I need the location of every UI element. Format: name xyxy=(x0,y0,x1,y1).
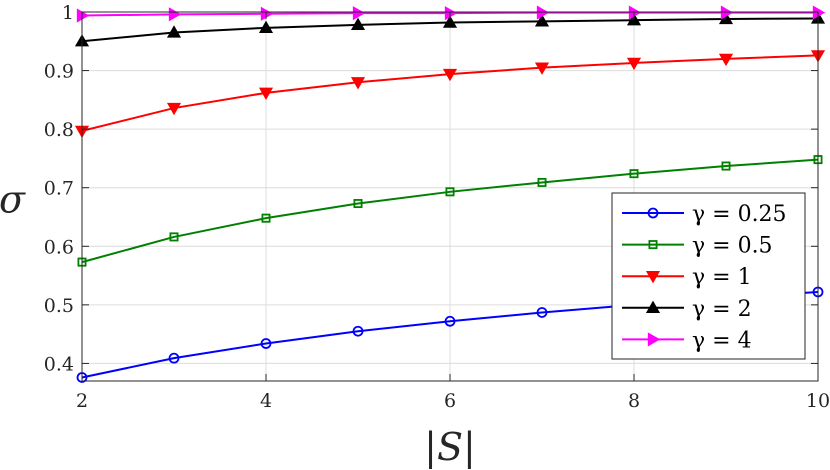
data-point xyxy=(258,20,274,33)
legend-label: γ = 0.25 xyxy=(692,202,787,227)
y-tick-label: 1 xyxy=(62,2,74,24)
series-line xyxy=(81,158,819,264)
data-point xyxy=(258,87,274,101)
x-tick-label: 6 xyxy=(444,390,456,412)
data-point xyxy=(628,5,642,20)
data-point xyxy=(166,102,182,116)
legend-marker xyxy=(648,240,658,250)
legend-entry: γ = 0.25 xyxy=(622,202,787,227)
data-point xyxy=(720,5,734,20)
x-tick-label: 2 xyxy=(76,390,88,412)
x-tick-label: 4 xyxy=(260,390,272,412)
data-point xyxy=(442,15,458,28)
y-tick-label: 0.8 xyxy=(44,119,74,141)
x-tick-label: 10 xyxy=(806,390,830,412)
data-point xyxy=(626,12,642,26)
data-point xyxy=(536,307,548,318)
data-point xyxy=(721,161,731,171)
legend-label: γ = 4 xyxy=(692,328,752,353)
x-axis-title: |S| xyxy=(424,425,476,469)
legend-entry: γ = 4 xyxy=(622,328,752,353)
legend-label: γ = 0.5 xyxy=(692,234,773,259)
legend-entry: γ = 0.5 xyxy=(622,234,773,259)
x-tick-label: 8 xyxy=(628,390,640,412)
ticks: 2 4 6 8 10 0.4 0.5 0.6 0.7 0.8 0.9 1 xyxy=(44,2,830,412)
data-point xyxy=(534,14,550,27)
data-point xyxy=(718,53,734,67)
data-point xyxy=(536,5,550,20)
y-tick-label: 0.6 xyxy=(44,236,74,258)
y-axis-title: σ xyxy=(0,178,26,222)
data-point xyxy=(260,338,272,349)
y-tick-label: 0.4 xyxy=(44,353,74,375)
data-point xyxy=(353,199,363,209)
legend-label: γ = 1 xyxy=(692,265,752,290)
data-point xyxy=(537,177,547,187)
series-4 xyxy=(74,11,826,47)
legend-marker xyxy=(647,207,659,219)
data-point xyxy=(76,8,90,23)
data-point xyxy=(812,5,826,20)
legend: γ = 0.25 γ = 0.5 γ = 1 γ = 2 γ = 4 xyxy=(611,192,806,360)
data-point xyxy=(444,315,456,327)
data-point xyxy=(169,232,179,242)
data-point xyxy=(534,62,550,75)
data-point xyxy=(260,6,274,21)
data-point xyxy=(168,352,180,364)
data-point xyxy=(445,187,455,197)
data-point xyxy=(352,325,364,337)
legend-marker xyxy=(645,271,661,284)
y-tick-label: 0.7 xyxy=(44,178,74,200)
legend-entry: γ = 1 xyxy=(622,265,752,290)
data-point xyxy=(629,169,639,179)
legend-marker xyxy=(645,300,661,313)
legend-marker xyxy=(647,332,661,347)
legend-entry: γ = 2 xyxy=(622,297,752,322)
legend-label: γ = 2 xyxy=(692,297,752,322)
data-point xyxy=(261,213,271,223)
y-tick-label: 0.5 xyxy=(44,295,74,317)
y-tick-label: 0.9 xyxy=(44,61,74,83)
data-point xyxy=(352,6,366,21)
data-point xyxy=(626,57,642,71)
data-point xyxy=(350,17,366,31)
data-point xyxy=(166,25,182,38)
data-point xyxy=(350,77,366,90)
data-point xyxy=(444,6,458,21)
data-point xyxy=(442,68,458,82)
series-3 xyxy=(74,50,826,139)
data-point xyxy=(168,7,182,22)
